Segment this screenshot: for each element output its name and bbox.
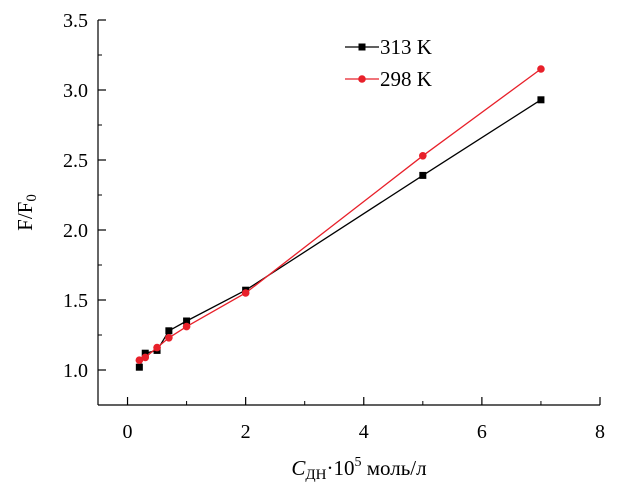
- y-tick-label: 1.5: [63, 290, 88, 312]
- y-tick-label: 1.0: [63, 360, 88, 382]
- y-tick-label: 2.0: [63, 220, 88, 242]
- legend: 313 K 298 K: [345, 35, 432, 91]
- data-point: [153, 343, 161, 352]
- series-layer: [135, 65, 545, 371]
- x-tick-label: 2: [241, 421, 251, 443]
- legend-item: 313 K: [345, 35, 432, 59]
- data-point: [141, 353, 150, 362]
- data-point: [241, 289, 250, 297]
- data-point: [135, 356, 144, 365]
- series-1: [135, 96, 545, 371]
- plot-area: 0 2 4 6 8 1.0 1.5 2.0 2.5 3.0 3.5: [63, 10, 605, 443]
- y-tick-label: 3.0: [63, 80, 88, 102]
- x-label-sub: ДН: [305, 467, 326, 483]
- x-label-unit: моль/л: [361, 456, 426, 480]
- y-ticks: 1.0 1.5 2.0 2.5 3.0 3.5: [63, 10, 106, 382]
- legend-marker: [358, 75, 366, 83]
- series-line: [138, 99, 542, 368]
- x-ticks: 0 2 4 6 8: [123, 397, 605, 443]
- data-point: [141, 349, 149, 357]
- y-tick-label: 2.5: [63, 150, 88, 172]
- y-axis-label: F/F0: [13, 194, 40, 231]
- series-line: [139, 68, 542, 361]
- data-point: [135, 363, 143, 371]
- x-label-sup: 5: [354, 455, 361, 470]
- data-point: [537, 65, 545, 73]
- legend-label: 298 K: [380, 67, 432, 91]
- x-tick-label: 8: [595, 421, 605, 443]
- data-point: [419, 171, 427, 179]
- x-label-mid: ·10: [326, 456, 354, 480]
- data-point: [165, 327, 173, 335]
- series-2: [135, 65, 545, 365]
- legend-label: 313 K: [380, 35, 432, 59]
- x-axis-label: CДН·105 моль/л: [291, 455, 426, 483]
- legend-item: 298 K: [345, 67, 432, 91]
- x-tick-label: 6: [477, 421, 487, 443]
- data-point: [537, 96, 545, 104]
- x-tick-label: 0: [123, 421, 133, 443]
- y-label-main: F/F: [13, 202, 37, 231]
- y-label-sub: 0: [24, 194, 40, 202]
- data-point: [165, 334, 173, 342]
- data-point: [183, 317, 191, 325]
- legend-marker: [358, 43, 366, 51]
- data-point: [419, 152, 427, 160]
- x-tick-label: 4: [359, 421, 369, 443]
- y-tick-label: 3.5: [63, 10, 88, 32]
- x-label-main: C: [291, 456, 306, 480]
- data-point: [182, 322, 191, 331]
